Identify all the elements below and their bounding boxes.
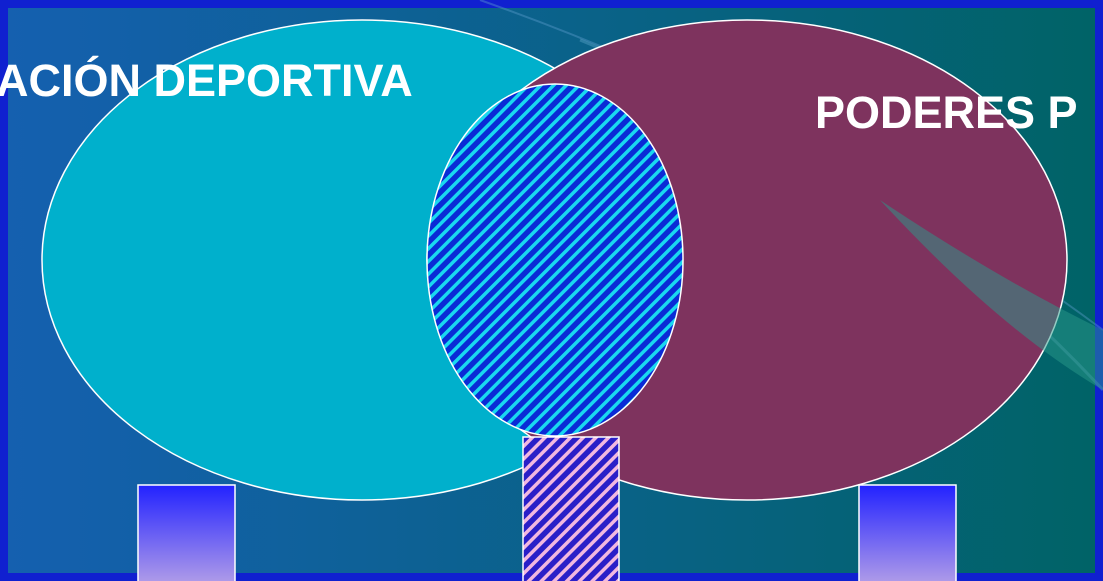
center-box [522, 436, 620, 581]
left-box [137, 484, 236, 581]
right-box [858, 484, 957, 581]
intersection-ellipse [426, 83, 684, 437]
left-label: ACIÓN DEPORTIVA [0, 55, 413, 106]
decor-streak [880, 200, 1103, 390]
right-label: PODERES P [815, 87, 1078, 138]
